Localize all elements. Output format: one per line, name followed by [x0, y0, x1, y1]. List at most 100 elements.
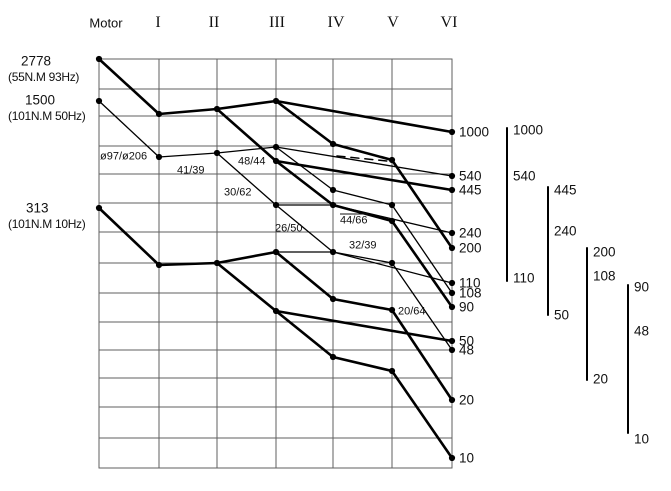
- node-dot: [155, 153, 163, 161]
- motor-speed-label: 313: [26, 200, 49, 216]
- ratio-label: ø97/ø206: [100, 150, 148, 163]
- node-dot: [448, 172, 456, 180]
- speed-line: [274, 159, 454, 192]
- node-dot: [95, 204, 103, 212]
- ratio-label: 41/39: [177, 164, 205, 177]
- bar-speed-label: 48: [634, 323, 650, 339]
- ratio-label: 26/50: [275, 222, 303, 235]
- output-speed-label: 20: [459, 392, 475, 408]
- output-speed-label: 240: [459, 225, 482, 241]
- ratio-label: 44/66: [340, 214, 368, 227]
- column-header-i: I: [155, 14, 161, 31]
- speed-line: [274, 250, 335, 301]
- speed-line: [391, 204, 453, 294]
- ratio-label: 30/62: [224, 186, 252, 199]
- speed-line: [275, 146, 453, 177]
- column-header-ii: II: [208, 14, 220, 31]
- speed-line: [331, 355, 394, 373]
- node-dot: [272, 248, 280, 256]
- node-dot: [95, 97, 103, 105]
- speed-line: [274, 309, 454, 343]
- speed-line: [391, 262, 453, 351]
- speed-line: [331, 297, 394, 312]
- node-dot: [329, 353, 337, 361]
- speed-line: [274, 159, 335, 207]
- speed-line: [274, 309, 335, 359]
- node-dot: [155, 261, 163, 269]
- output-speed-label: 445: [459, 182, 482, 198]
- speed-line: [215, 107, 278, 163]
- node-dot: [213, 259, 221, 267]
- motor-note-label: (101N.M 50Hz): [8, 109, 86, 123]
- bar-speed-label: 110: [513, 270, 535, 286]
- bar-speed-label: 108: [593, 268, 616, 284]
- speed-line: [97, 206, 161, 267]
- node-dot: [272, 307, 280, 315]
- node-dot: [448, 454, 456, 462]
- bar-speed-label: 20: [593, 371, 609, 387]
- speed-line: [390, 219, 454, 309]
- column-header-vi: VI: [440, 14, 458, 31]
- node-dot: [388, 201, 396, 209]
- node-dot: [329, 295, 337, 303]
- motor-note-label: (101N.M 10Hz): [8, 217, 86, 231]
- bar-speed-label: 50: [554, 307, 570, 323]
- column-header-iv: IV: [327, 14, 345, 31]
- bar-speed-label: 445: [554, 182, 577, 198]
- node-dot: [448, 337, 456, 345]
- output-speed-label: 540: [459, 168, 482, 184]
- node-dot: [448, 244, 456, 252]
- node-dot: [95, 55, 103, 63]
- node-dot: [329, 201, 337, 209]
- node-dot: [329, 248, 337, 256]
- speed-line: [97, 57, 161, 116]
- node-dot: [388, 259, 396, 267]
- output-speed-label: 110: [459, 275, 481, 291]
- speed-line: [390, 308, 454, 402]
- output-speed-label: 50: [459, 333, 475, 349]
- speed-line: [157, 107, 219, 116]
- node-dot: [272, 201, 280, 209]
- speed-line: [275, 146, 334, 191]
- node-dot: [448, 289, 456, 297]
- speed-line: [215, 99, 278, 111]
- motor-speed-label: 2778: [21, 53, 52, 69]
- speed-line: [215, 250, 278, 265]
- speed-line: [274, 99, 335, 146]
- bar-speed-label: 200: [593, 244, 616, 260]
- bar-speed-label: 90: [634, 279, 650, 295]
- column-header-iii: III: [269, 14, 285, 31]
- bar-speed-label: 240: [554, 223, 577, 239]
- ratio-label: 20/64: [398, 305, 426, 318]
- node-dot: [448, 128, 456, 136]
- speed-line: [216, 146, 277, 154]
- node-dot: [448, 186, 456, 194]
- ratio-label: 48/44: [238, 155, 266, 168]
- output-speed-label: 10: [459, 450, 475, 466]
- node-dot: [448, 303, 456, 311]
- node-dot: [213, 149, 221, 157]
- node-dot: [448, 346, 456, 354]
- output-speed-label: 200: [459, 240, 482, 256]
- node-dot: [155, 110, 163, 118]
- output-speed-label: 48: [459, 342, 475, 358]
- speed-line: [216, 152, 277, 206]
- node-dot: [448, 229, 456, 237]
- speed-line: [332, 189, 393, 206]
- speed-line: [331, 142, 394, 162]
- speed-line: [332, 251, 453, 284]
- speed-line: [390, 158, 454, 250]
- bar-speed-label: 1000: [513, 122, 544, 138]
- bar-speed-label: 10: [634, 431, 650, 447]
- node-dot: [448, 279, 456, 287]
- speed-line: [215, 261, 278, 313]
- motor-note-label: (55N.M 93Hz): [8, 70, 80, 84]
- speed-line: [158, 152, 218, 158]
- node-dot: [388, 367, 396, 375]
- column-header-v: V: [387, 14, 399, 31]
- node-dot: [272, 157, 280, 165]
- node-dot: [213, 105, 221, 113]
- node-dot: [272, 97, 280, 105]
